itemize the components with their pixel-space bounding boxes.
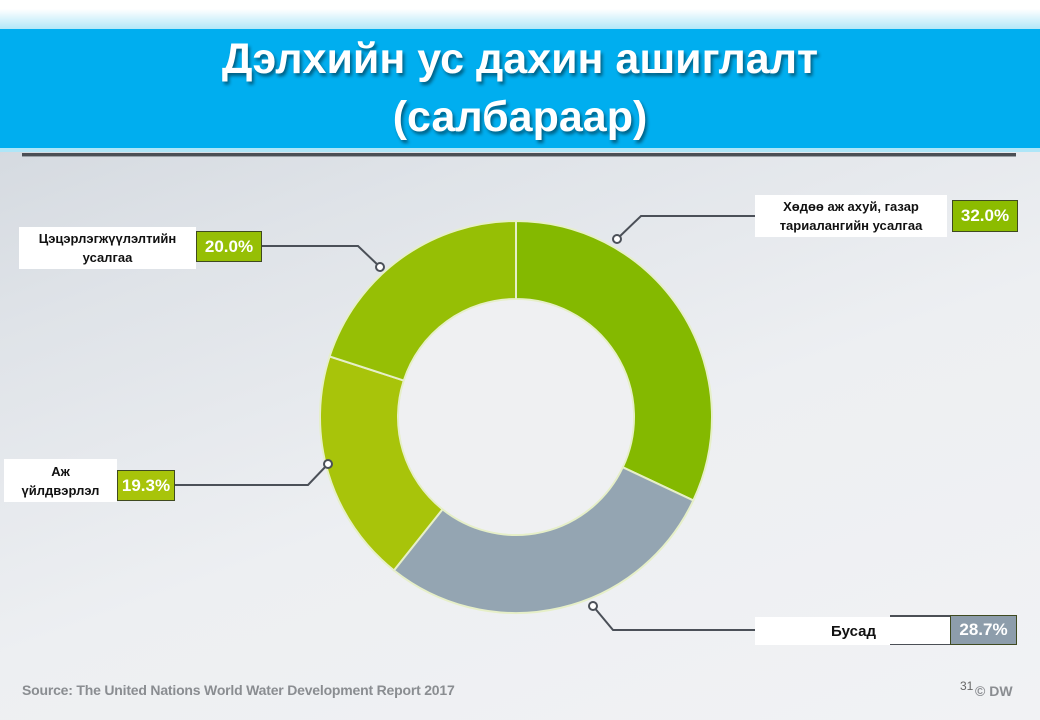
top-fade — [0, 0, 1040, 30]
connector-agriculture — [616, 215, 755, 240]
slide-title: Дэлхийн ус дахин ашиглалт (салбараар) — [0, 30, 1040, 146]
source-note: Source: The United Nations World Water D… — [22, 682, 455, 698]
pct-agriculture: 32.0% — [952, 200, 1018, 232]
label-landscaping-line2: усалгаа — [82, 250, 133, 265]
label-landscaping-line1: Цэцэрлэгжүүлэлтийн — [38, 231, 177, 246]
slice-landscaping — [328, 219, 517, 382]
title-band-edge — [0, 148, 1040, 152]
title-band — [0, 29, 1040, 150]
title-divider — [22, 153, 1016, 157]
slice-agriculture — [515, 219, 713, 502]
connector-other — [592, 605, 755, 631]
connector-dots — [323, 234, 622, 611]
label-other-text: Бусад — [831, 622, 876, 640]
title-line-2: (салбараар) — [392, 93, 648, 141]
label-agriculture-line2: тариалангийн усалгаа — [779, 218, 923, 233]
brand-mark: © DW — [975, 683, 1013, 699]
pct-industry: 19.3% — [117, 470, 175, 501]
slice-other — [392, 465, 695, 614]
slice-industry — [319, 355, 444, 572]
label-agriculture-line1: Хөдөө аж ахуй, газар — [783, 199, 919, 214]
pct-other: 28.7% — [950, 615, 1017, 645]
label-industry: Аж үйлдвэрлэл — [4, 459, 117, 502]
label-agriculture: Хөдөө аж ахуй, газар тариалангийн усалга… — [755, 195, 947, 237]
label-industry-line1: Аж — [51, 463, 70, 479]
title-line-1: Дэлхийн ус дахин ашиглалт — [221, 35, 819, 83]
donut-hole — [399, 300, 633, 534]
donut-slices — [319, 219, 713, 614]
label-other-spacer — [890, 615, 950, 645]
page-number: 31 — [960, 679, 974, 693]
dot-other-icon — [588, 601, 598, 611]
dot-agriculture-icon — [612, 234, 622, 244]
label-landscaping: Цэцэрлэгжүүлэлтийн усалгаа — [19, 227, 196, 269]
label-other: Бусад — [755, 617, 890, 645]
connector-lines — [175, 215, 755, 631]
pct-landscaping: 20.0% — [196, 231, 262, 262]
dot-landscaping-icon — [375, 262, 385, 272]
connector-landscaping — [262, 245, 381, 268]
dot-industry-icon — [323, 459, 333, 469]
connector-industry — [175, 463, 329, 486]
label-industry-line2: үйлдвэрлэл — [21, 482, 100, 498]
